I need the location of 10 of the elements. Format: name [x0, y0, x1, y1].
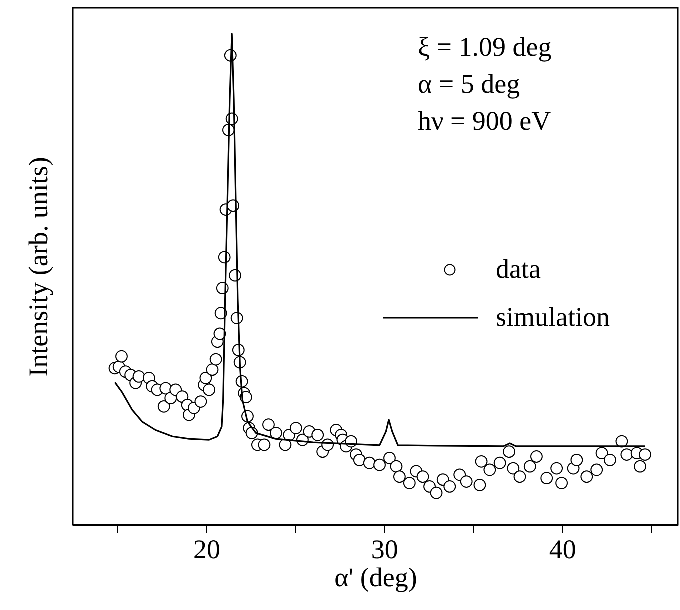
- x-tick-label: 20: [193, 534, 220, 564]
- legend-label: simulation: [496, 302, 610, 332]
- x-tick-label: 30: [371, 534, 398, 564]
- legend-label: data: [496, 254, 541, 284]
- x-axis-title: α' (deg): [334, 562, 418, 592]
- annotation: α = 5 deg: [418, 69, 520, 99]
- annotation: ξ = 1.09 deg: [418, 32, 552, 62]
- y-axis-title: Intensity (arb. units): [24, 157, 54, 377]
- x-tick-label: 40: [549, 534, 576, 564]
- annotation: hν = 900 eV: [418, 106, 552, 136]
